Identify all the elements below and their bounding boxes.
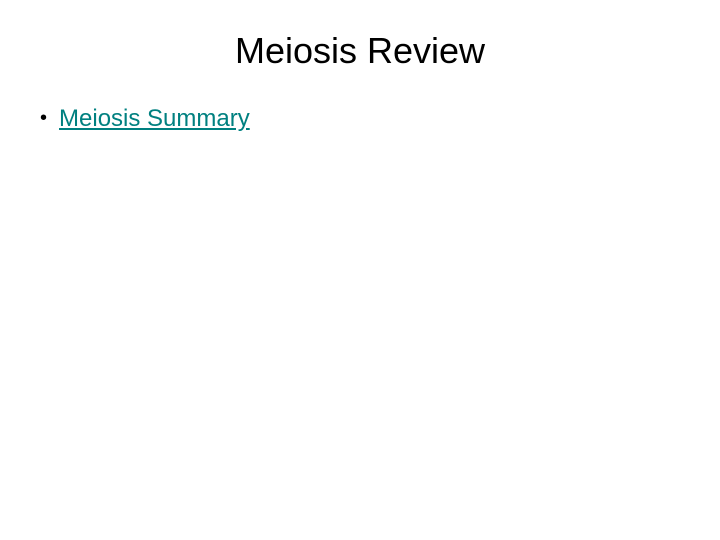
bullet-list: • Meiosis Summary [30,102,690,136]
bullet-item: • Meiosis Summary [40,102,690,136]
bullet-marker-icon: • [40,104,47,132]
slide-container: Meiosis Review • Meiosis Summary [0,0,720,540]
meiosis-summary-link[interactable]: Meiosis Summary [59,102,250,136]
slide-title: Meiosis Review [30,30,690,72]
